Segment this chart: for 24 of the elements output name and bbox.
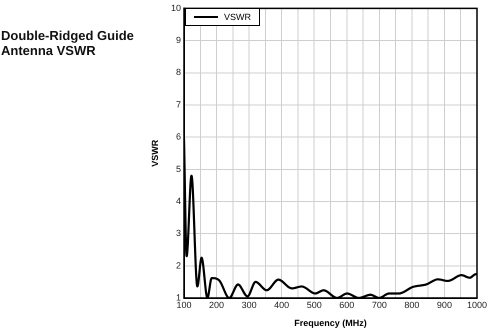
y-tick-label: 6 <box>176 132 181 142</box>
y-tick-label: 5 <box>176 164 181 174</box>
x-tick-label: 500 <box>306 300 322 310</box>
x-tick-label: 300 <box>242 300 257 310</box>
y-tick-label: 10 <box>170 2 181 13</box>
legend-label: VSWR <box>224 12 251 22</box>
y-tick-label: 3 <box>176 228 181 238</box>
x-axis-title: Frequency (MHz) <box>294 318 367 328</box>
x-tick-label: 700 <box>372 300 387 310</box>
x-tick-label: 600 <box>339 300 354 310</box>
x-tick-label: 1000 <box>466 300 488 310</box>
y-axis-title: VSWR <box>150 139 160 167</box>
x-tick-label: 400 <box>274 300 290 310</box>
x-tick-label: 900 <box>436 300 452 310</box>
y-tick-label: 4 <box>176 196 181 206</box>
y-tick-label: 1 <box>176 292 181 302</box>
y-tick-label: 2 <box>176 260 181 270</box>
x-tick-label: 800 <box>404 300 420 310</box>
y-tick-label: 7 <box>176 99 181 110</box>
x-tick-label: 200 <box>209 300 224 310</box>
y-tick-label: 9 <box>176 35 181 46</box>
x-tick-label: 100 <box>176 300 192 310</box>
text: Double-Ridged Guide Antenna VSWR <box>1 28 135 58</box>
y-tick-label: 8 <box>176 67 181 78</box>
